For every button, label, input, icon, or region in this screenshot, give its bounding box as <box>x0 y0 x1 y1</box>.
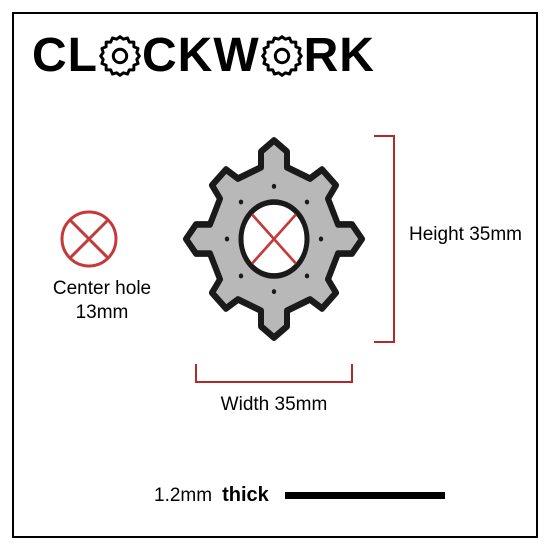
width-label: Width 35mm <box>194 394 354 416</box>
center-hole-label-line2: 13mm <box>76 302 129 323</box>
logo-text-cl: CL <box>32 32 98 80</box>
thickness-row: 1.2mm thick <box>154 484 445 507</box>
gear-illustration <box>174 124 374 354</box>
height-bracket <box>374 134 399 344</box>
gear-icon <box>99 35 141 77</box>
center-hole-icon <box>59 209 119 269</box>
logo-text-rk: RK <box>304 32 375 80</box>
thickness-bar <box>285 492 445 499</box>
center-hole-label-line1: Center hole <box>53 278 151 299</box>
thickness-word: thick <box>222 484 269 507</box>
height-label: Height 35mm <box>409 224 522 246</box>
logo-text-ckw: CKW <box>142 32 260 80</box>
spec-card: CL CKW RK Cen <box>12 12 538 538</box>
thickness-value: 1.2mm <box>154 485 212 507</box>
width-bracket <box>194 364 354 389</box>
center-hole-label: Center hole 13mm <box>42 277 162 325</box>
brand-logo: CL CKW RK <box>32 32 375 80</box>
gear-icon <box>261 35 303 77</box>
